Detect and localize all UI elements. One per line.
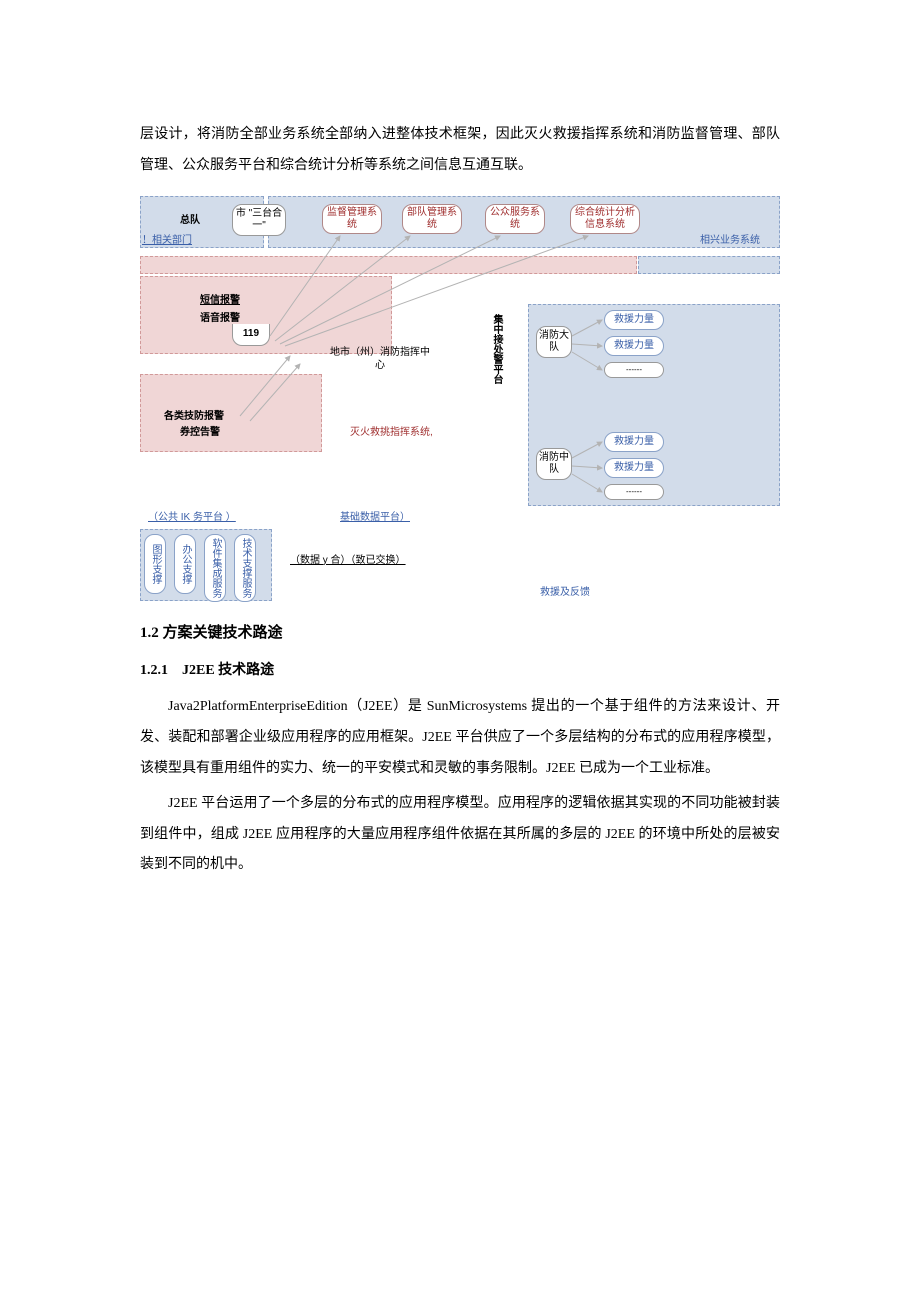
label-gonggong-ik: （公共 IK 务平台 ） [148, 511, 236, 524]
intro-paragraph: 层设计，将消防全部业务系统全部纳入进整体技术框架，因此灭火救援指挥系统和消防监督… [140, 120, 780, 182]
node-santai: 市 "三台合一" [232, 204, 286, 236]
j2ee-p2: J2EE 平台运用了一个多层的分布式的应用程序模型。应用程序的逻辑依据其实现的不… [140, 789, 780, 881]
node-dots-2: ------ [604, 484, 664, 500]
label-yuyin: 语音报警 [200, 312, 240, 325]
node-dadui: 消防大队 [536, 326, 572, 358]
node-119: 119 [232, 324, 270, 346]
label-dishi: 地市（州）消防指挥中心 [330, 346, 430, 372]
node-jiuyuan-d: 救援力量 [604, 458, 664, 478]
label-gelei: 各类技防报警 [164, 410, 224, 423]
node-zhongdui: 消防中队 [536, 448, 572, 480]
node-zongdui: 总队 [180, 214, 200, 227]
node-ruanjian: 软件集成服务 [204, 534, 226, 602]
label-quankong: 券控告警 [180, 426, 220, 439]
label-duanxin: 短信报警 [200, 294, 240, 307]
heading-1-2-1: 1.2.1 J2EE 技术路途 [140, 656, 780, 687]
label-xinxing: 相兴业务系统 [700, 234, 760, 247]
label-jiuyuan-fk: 救援及反馈 [540, 586, 590, 599]
node-gongzhong: 公众服务系统 [485, 204, 545, 234]
label-xiangguan: ！相关部门 [142, 234, 192, 247]
node-bangong: 办公支撑 [174, 534, 196, 594]
node-jiandu: 监督管理系统 [322, 204, 382, 234]
label-miehuo: 灭火救挑指挥系统, [350, 426, 433, 439]
node-budui: 部队管理系统 [402, 204, 462, 234]
label-jizhong: 集中接处警平台 [490, 314, 503, 394]
node-tuxing: 图形支撑 [144, 534, 166, 594]
node-jiuyuan-a: 救援力量 [604, 310, 664, 330]
j2ee-p1: Java2PlatformEnterpriseEdition（J2EE）是 Su… [140, 692, 780, 784]
node-jiuyuan-b: 救援力量 [604, 336, 664, 356]
node-dots-1: ------ [604, 362, 664, 378]
label-shuju: （数据 y 合）（致已交换） [290, 554, 406, 567]
node-jiuyuan-c: 救援力量 [604, 432, 664, 452]
label-jichu: 基础数据平台） [340, 511, 410, 524]
architecture-diagram: 总队 市 "三台合一" 监督管理系统 部队管理系统 公众服务系统 综合统计分析信… [140, 186, 780, 611]
node-jishu: 技术支撑服务 [234, 534, 256, 602]
node-zonghe: 综合统计分析信息系统 [570, 204, 640, 234]
heading-1-2: 1.2 方案关键技术路途 [140, 617, 780, 650]
